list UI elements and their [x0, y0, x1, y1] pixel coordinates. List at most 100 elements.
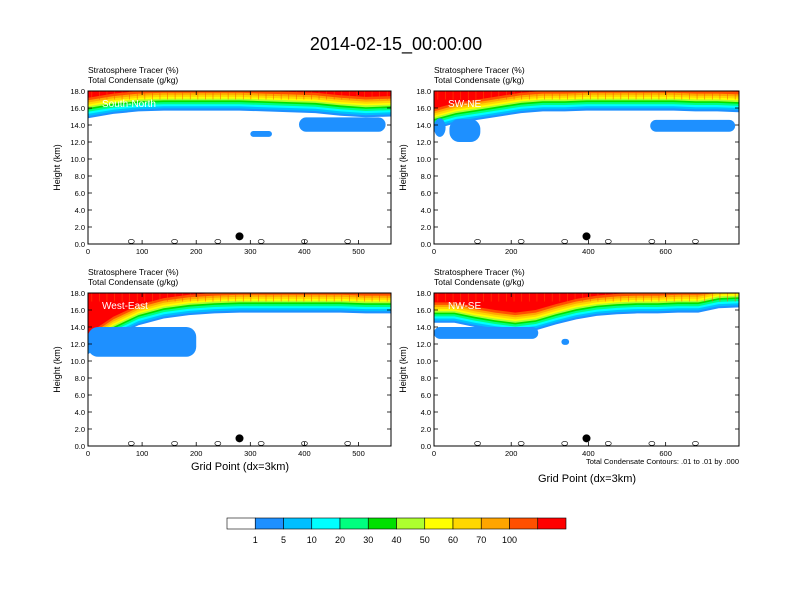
y-tick-label: 0.0 — [421, 240, 431, 249]
x-tick-label: 400 — [582, 449, 595, 458]
plot-frame — [433, 90, 740, 245]
panel-sw-ne: 0.0 2.0 4.0 6.0 8.0 10.0 12.0 14.0 16.0 18.0 0 200 4… — [398, 65, 740, 256]
y-tick-label: 12.0 — [70, 340, 85, 349]
cloud-layer-2 — [650, 119, 736, 132]
cloud-layer-1 — [449, 119, 481, 142]
x-tick-label: 0 — [432, 449, 436, 458]
y-tick-label: 10.0 — [70, 357, 85, 366]
panels-group: 0.0 2.0 4.0 6.0 8.0 10.0 12.0 14.0 16.0 18.0 0 100 2… — [52, 65, 740, 458]
x-tick-label: 0 — [86, 449, 90, 458]
y-tick-label: 12.0 — [70, 138, 85, 147]
tracer-band-10 — [434, 91, 739, 109]
colorbar-swatch — [311, 517, 341, 530]
field-title-condensate: Total Condensate (g/kg) — [88, 277, 178, 287]
y-tick-label: 16.0 — [70, 306, 85, 315]
x-tick-label: 200 — [190, 449, 203, 458]
panel-south-north: 0.0 2.0 4.0 6.0 8.0 10.0 12.0 14.0 16.0 18.0 0 100 2… — [52, 65, 392, 256]
colorbar-label: 100 — [502, 535, 517, 545]
tracer-band-10 — [434, 293, 739, 313]
x-tick-label: 600 — [659, 247, 672, 256]
colorbar-label: 20 — [335, 535, 345, 545]
colorbar-swatch — [254, 517, 284, 530]
cloud-layer-0 — [250, 130, 272, 137]
x-tick-label: 300 — [244, 247, 257, 256]
plot-area — [88, 91, 391, 244]
x-tick-label: 0 — [86, 247, 90, 256]
y-tick-label: 18.0 — [416, 289, 431, 298]
tracer-band-6 — [88, 293, 391, 343]
condensate-contour — [561, 239, 569, 244]
y-tick-label: 6.0 — [75, 189, 85, 198]
condensate-contour — [604, 239, 612, 244]
y-tick-label: 16.0 — [70, 104, 85, 113]
x-tick-label: 500 — [352, 247, 365, 256]
x-tick-label: 200 — [505, 247, 518, 256]
condensate-contour — [474, 239, 481, 244]
condensate-contour — [517, 239, 525, 244]
tracer-band-10 — [88, 91, 391, 98]
colorbar-label: 30 — [363, 535, 373, 545]
panel-west-east: 0.0 2.0 4.0 6.0 8.0 10.0 12.0 14.0 16.0 18.0 0 100 2… — [52, 267, 392, 458]
condensate-contour — [257, 441, 265, 446]
plot-background — [88, 91, 391, 244]
y-tick-label: 10.0 — [416, 357, 431, 366]
y-axis-label: Height (km) — [52, 346, 62, 393]
location-marker — [235, 232, 244, 241]
colorbar-swatch — [367, 517, 397, 530]
y-tick-label: 6.0 — [421, 189, 431, 198]
x-tick-label: 200 — [505, 449, 518, 458]
y-tick-label: 14.0 — [416, 323, 431, 332]
colorbar-label: 50 — [420, 535, 430, 545]
condensate-contour — [692, 239, 699, 244]
cloud-layer-1 — [561, 338, 570, 345]
x-tick-label: 100 — [136, 247, 149, 256]
cloud-layer-0 — [434, 327, 539, 339]
plot-area — [434, 293, 739, 446]
condensate-contour — [344, 441, 352, 446]
y-tick-label: 18.0 — [416, 87, 431, 96]
y-axis-label: Height (km) — [52, 144, 62, 191]
y-tick-label: 8.0 — [75, 172, 85, 181]
cross-section-label: West-East — [102, 301, 148, 312]
condensate-contour — [648, 239, 656, 244]
plot-frame — [87, 90, 392, 245]
colorbar-label: 60 — [448, 535, 458, 545]
tracer-band-10 — [88, 293, 391, 334]
cloud-layer-1 — [299, 117, 386, 132]
colorbar-swatch — [537, 517, 567, 530]
y-tick-label: 8.0 — [421, 172, 431, 181]
y-tick-label: 10.0 — [416, 155, 431, 164]
plot-area — [88, 293, 391, 446]
colorbar-swatch — [480, 517, 510, 530]
field-title-tracer: Stratosphere Tracer (%) — [88, 65, 179, 75]
condensate-contour — [604, 441, 612, 446]
y-tick-label: 2.0 — [421, 223, 431, 232]
y-tick-label: 18.0 — [70, 289, 85, 298]
condensate-contour — [214, 441, 222, 446]
location-marker — [235, 434, 244, 443]
y-tick-label: 8.0 — [75, 374, 85, 383]
x-tick-label: 400 — [298, 247, 311, 256]
colorbar-swatch — [226, 517, 256, 530]
plot-frame — [433, 292, 740, 447]
condensate-contour — [648, 441, 656, 446]
x-tick-label: 0 — [432, 247, 436, 256]
condensate-contour — [474, 441, 481, 446]
condensate-contour — [171, 441, 178, 446]
condensate-contour — [127, 239, 135, 244]
y-tick-label: 16.0 — [416, 306, 431, 315]
y-tick-label: 2.0 — [75, 223, 85, 232]
y-tick-label: 4.0 — [421, 206, 431, 215]
y-tick-label: 14.0 — [416, 121, 431, 130]
x-tick-label: 400 — [582, 247, 595, 256]
colorbar-swatch — [283, 517, 313, 530]
colorbar-swatch — [424, 517, 454, 530]
tracer-band-7 — [88, 293, 391, 341]
colorbar-label: 5 — [281, 535, 286, 545]
x-tick-label: 300 — [244, 449, 257, 458]
field-title-condensate: Total Condensate (g/kg) — [88, 75, 178, 85]
figure-title: 2014-02-15_00:00:00 — [310, 34, 482, 55]
y-tick-label: 16.0 — [416, 104, 431, 113]
condensate-contour — [344, 239, 352, 244]
